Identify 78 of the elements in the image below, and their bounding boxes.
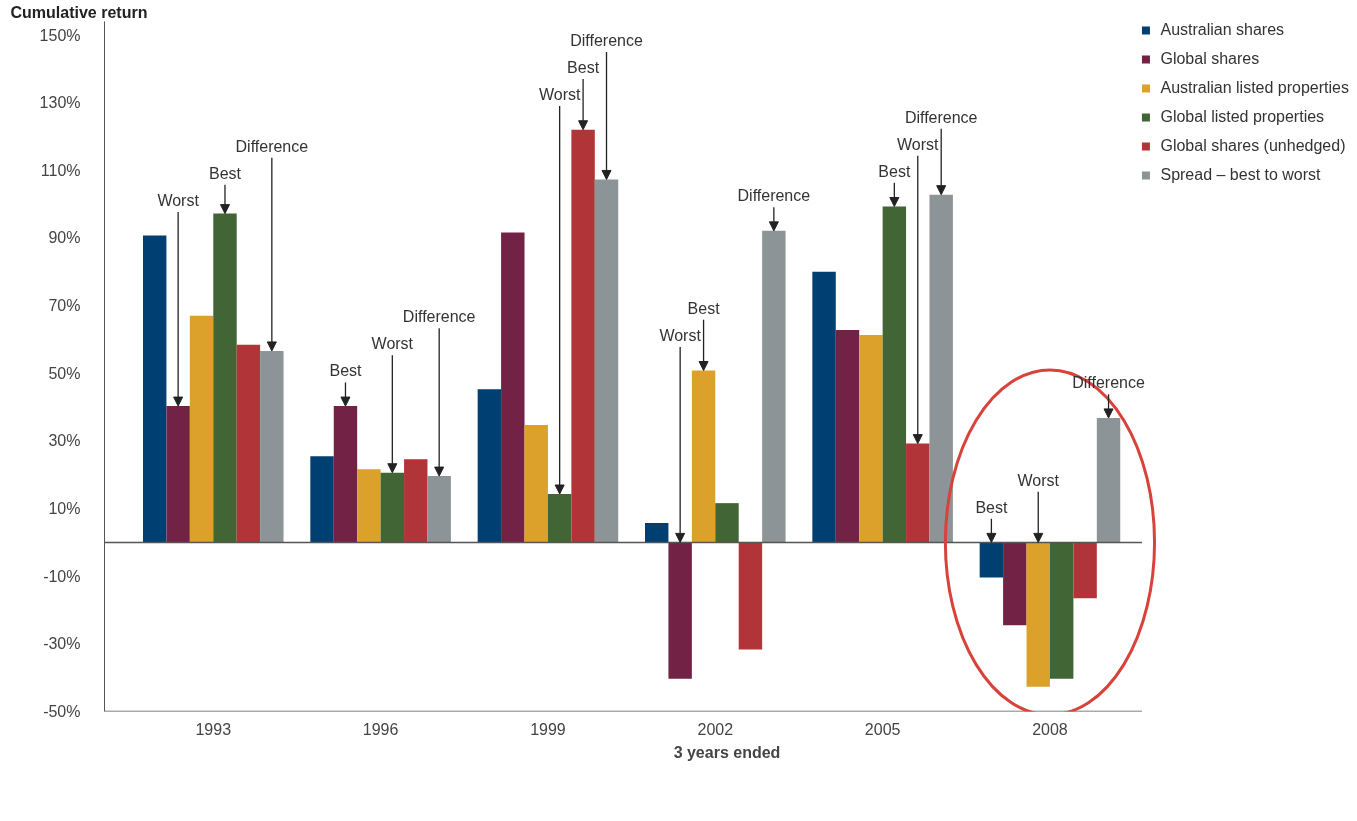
y-tick-label: -30% xyxy=(43,635,81,653)
bar xyxy=(668,542,692,679)
annotation: Worst xyxy=(157,191,200,209)
bar xyxy=(477,389,502,543)
legend-label: Global shares xyxy=(1160,50,1260,68)
bar xyxy=(1003,542,1027,626)
x-tick-label: 1999 xyxy=(530,720,566,738)
bar xyxy=(213,213,237,543)
bar xyxy=(189,315,214,543)
bar xyxy=(333,406,358,543)
annotation: Difference xyxy=(402,308,476,326)
annotation: Best xyxy=(687,299,721,317)
y-tick-label: 110% xyxy=(40,161,81,179)
annotation: Difference xyxy=(235,137,309,155)
y-tick-label: 130% xyxy=(39,94,81,112)
annotation: Difference xyxy=(570,31,643,49)
bar xyxy=(762,230,786,543)
bar xyxy=(594,179,619,543)
annotation: Best xyxy=(975,498,1008,516)
y-tick-label: 90% xyxy=(48,229,81,247)
x-tick-label: 2008 xyxy=(1032,720,1068,738)
x-tick-label: 2002 xyxy=(697,720,734,738)
x-axis-title: 3 years ended xyxy=(673,743,781,761)
bar xyxy=(979,542,1004,578)
bar xyxy=(501,232,525,543)
y-tick-label: -10% xyxy=(43,567,81,585)
annotation: Best xyxy=(878,162,911,180)
bar xyxy=(691,370,716,543)
y-tick-label: 50% xyxy=(48,364,81,382)
bar xyxy=(882,206,907,543)
bar xyxy=(929,194,953,543)
annotation: Worst xyxy=(1017,471,1060,489)
legend-label: Global listed properties xyxy=(1160,108,1325,126)
bar xyxy=(166,406,190,543)
bar xyxy=(645,523,669,543)
bar xyxy=(236,344,261,543)
bar xyxy=(1026,542,1050,687)
annotation: Best xyxy=(567,59,600,76)
legend-label: Australian shares xyxy=(1160,21,1285,39)
bar xyxy=(380,472,405,543)
bar xyxy=(812,271,836,543)
bar xyxy=(1049,542,1074,679)
x-tick-label: 1993 xyxy=(195,720,232,738)
bar xyxy=(715,503,739,543)
bar xyxy=(260,350,284,543)
bar xyxy=(738,542,763,650)
annotation: Worst xyxy=(659,326,702,344)
y-tick-label: 150% xyxy=(39,26,81,44)
bar xyxy=(859,335,883,543)
annotation: Best xyxy=(329,362,363,380)
bar xyxy=(142,235,167,543)
bar xyxy=(547,494,572,543)
bar xyxy=(357,469,381,543)
legend-label: Global shares (unhedged) xyxy=(1160,137,1346,155)
bar xyxy=(835,329,860,543)
y-tick-label: 10% xyxy=(48,500,81,518)
bar xyxy=(310,456,334,543)
bar xyxy=(1073,542,1097,599)
annotation: Worst xyxy=(538,86,581,104)
y-tick-label: 70% xyxy=(48,297,81,315)
bar xyxy=(524,425,548,543)
y-axis-title: Cumulative return xyxy=(10,3,148,21)
bar xyxy=(427,476,451,543)
legend-label: Spread – best to worst xyxy=(1160,166,1321,184)
annotation: Difference xyxy=(904,108,978,126)
annotation: Best xyxy=(208,164,242,182)
x-tick-label: 2005 xyxy=(864,720,901,738)
bar xyxy=(571,129,595,543)
y-tick-label: -50% xyxy=(43,703,81,720)
legend-label: Australian listed properties xyxy=(1160,79,1349,97)
annotation: Worst xyxy=(371,335,414,353)
y-tick-label: 30% xyxy=(48,432,81,450)
annotation: Difference xyxy=(737,187,811,205)
x-tick-label: 1996 xyxy=(362,720,399,738)
annotation: Worst xyxy=(897,135,940,153)
bar xyxy=(906,443,930,543)
bar xyxy=(1096,417,1121,543)
bar xyxy=(404,459,428,543)
